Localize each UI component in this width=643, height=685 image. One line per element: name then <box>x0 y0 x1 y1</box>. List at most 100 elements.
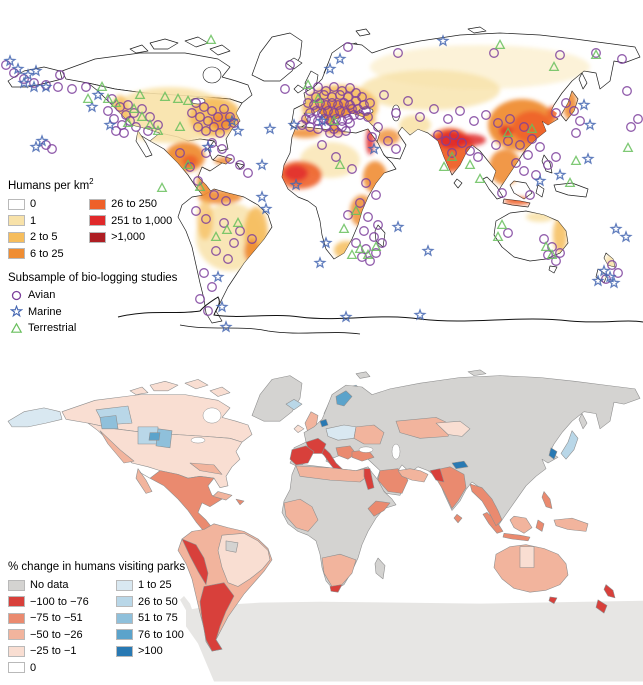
terrestrial-marker <box>312 93 324 104</box>
bio-logging-markers <box>1 34 643 333</box>
avian-marker <box>535 142 545 152</box>
avian-marker <box>193 122 203 132</box>
avian-marker <box>199 268 209 278</box>
legend-item: 0 <box>8 196 85 213</box>
region-patch <box>329 584 343 593</box>
avian-marker <box>209 190 219 200</box>
terrestrial-marker <box>152 125 164 136</box>
marine-marker <box>319 236 333 249</box>
marine-marker <box>339 310 353 323</box>
color-swatch <box>8 645 25 657</box>
legend-item-avian: Avian <box>10 287 177 304</box>
avian-marker <box>219 104 229 114</box>
avian-marker <box>379 90 389 100</box>
avian-marker <box>447 148 457 158</box>
avian-marker <box>349 110 359 120</box>
region-patch <box>189 462 223 475</box>
avian-marker <box>223 254 233 264</box>
terrestrial-marker <box>232 217 244 228</box>
legend-item: 251 to 1,000 <box>89 212 177 229</box>
avian-marker <box>203 306 213 316</box>
region-patch <box>397 468 429 483</box>
terrestrial-marker <box>548 61 560 72</box>
region-patch <box>367 500 391 517</box>
avian-marker <box>195 112 205 122</box>
avian-marker <box>219 218 229 228</box>
region-patch <box>148 432 161 441</box>
avian-marker <box>359 100 369 110</box>
avian-marker <box>555 50 565 60</box>
marine-marker <box>231 124 245 137</box>
avian-marker <box>449 130 459 140</box>
terrestrial-marker <box>354 243 366 254</box>
marine-star-icon <box>10 305 23 318</box>
avian-marker <box>443 114 453 124</box>
avian-marker <box>607 260 617 270</box>
marine-marker <box>85 100 99 113</box>
avian-marker <box>321 100 331 110</box>
avian-marker <box>1 60 11 70</box>
avian-marker <box>203 116 213 126</box>
marine-marker <box>255 190 269 203</box>
avian-marker <box>403 96 413 106</box>
avian-marker <box>363 112 373 122</box>
marine-marker <box>591 274 605 287</box>
avian-marker <box>519 122 529 132</box>
avian-marker <box>543 160 553 170</box>
region-patch <box>99 415 119 430</box>
legend-item: >1,000 <box>89 229 177 246</box>
marine-marker <box>553 168 567 181</box>
terrestrial-marker <box>438 161 450 172</box>
color-swatch <box>116 645 133 657</box>
region-patch <box>395 417 453 439</box>
avian-marker <box>361 106 371 116</box>
marine-marker <box>333 52 347 65</box>
region-patch <box>99 430 135 464</box>
marine-marker <box>413 308 427 321</box>
terrestrial-marker <box>446 151 458 162</box>
terrestrial-marker <box>540 241 552 252</box>
avian-marker <box>551 108 561 118</box>
color-swatch <box>89 231 107 243</box>
avian-marker <box>505 114 515 124</box>
avian-marker <box>331 152 341 162</box>
color-swatch <box>116 629 133 641</box>
avian-marker <box>575 116 585 126</box>
marine-marker <box>421 244 435 257</box>
region-patch <box>283 498 319 532</box>
avian-marker <box>555 248 565 258</box>
terrestrial-marker <box>494 39 506 50</box>
color-swatch <box>8 579 25 591</box>
color-swatch <box>8 231 25 243</box>
avian-marker <box>175 148 185 158</box>
avian-marker <box>525 190 535 200</box>
color-swatch <box>8 215 25 227</box>
avian-marker <box>523 150 533 160</box>
avian-marker <box>355 198 365 208</box>
marine-marker <box>607 276 621 289</box>
avian-marker <box>359 226 369 236</box>
legend-item-marine: Marine <box>10 303 177 320</box>
color-swatch <box>8 629 25 641</box>
avian-marker <box>53 82 63 92</box>
color-swatch <box>89 215 107 227</box>
avian-marker <box>343 42 353 52</box>
terrestrial-marker <box>328 115 340 126</box>
legend-item: 1 to 25 <box>116 577 188 594</box>
avian-marker <box>591 48 601 58</box>
avian-marker <box>371 190 381 200</box>
density-legend: Humans per km2 0 1 2 to 5 6 to 25 26 to … <box>8 177 177 336</box>
terrestrial-marker <box>492 231 504 242</box>
color-swatch <box>116 579 133 591</box>
avian-marker <box>457 138 467 148</box>
avian-marker <box>377 238 387 248</box>
density-legend-grid: 0 1 2 to 5 6 to 25 26 to 250 251 to 1,00… <box>8 196 177 262</box>
avian-marker <box>617 54 627 64</box>
avian-marker <box>519 166 529 176</box>
terrestrial-marker <box>82 93 94 104</box>
avian-marker <box>217 144 227 154</box>
marine-marker <box>609 222 623 235</box>
terrestrial-marker <box>346 249 358 260</box>
avian-marker <box>103 106 113 116</box>
avian-marker <box>622 86 632 96</box>
